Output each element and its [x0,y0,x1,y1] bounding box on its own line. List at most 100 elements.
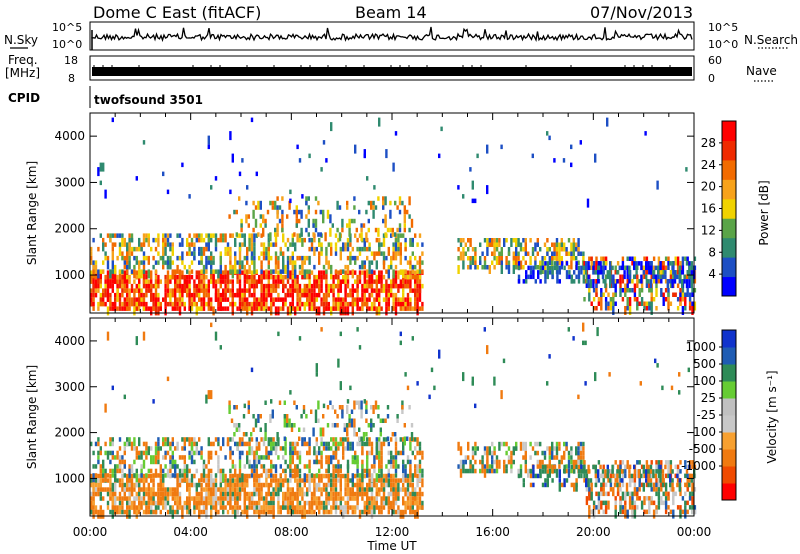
heatmap-cell [142,459,146,469]
heatmap-cell [394,232,397,237]
heatmap-cell [585,283,589,288]
heatmap-cell [116,478,119,483]
heatmap-cell [298,255,302,261]
heatmap-cell [382,260,386,270]
heatmap-cell [303,482,306,488]
heatmap-cell [140,260,143,265]
heatmap-cell [597,301,601,306]
heatmap-cell [599,270,602,275]
heatmap-cell [104,403,107,413]
heatmap-cell [159,500,162,506]
heatmap-cell [327,306,330,311]
heatmap-cell [648,505,651,515]
heatmap-cell [291,260,294,265]
heatmap-cell [392,487,395,492]
heatmap-cell [378,478,381,483]
heatmap-cell [498,459,501,469]
heatmap-cell [126,283,129,289]
heatmap-cell [298,455,302,465]
heatmap-cell [674,473,677,479]
heatmap-cell [656,363,659,368]
heatmap-cell [399,255,402,265]
heatmap-cell [265,274,268,280]
heatmap-cell [392,251,395,261]
heatmap-cell [678,478,681,483]
heatmap-cell [479,260,482,265]
heatmap-cell [363,473,366,479]
heatmap-cell [691,496,694,506]
heatmap-cell [270,464,273,469]
heatmap-cell [354,459,357,465]
heatmap-cell [394,242,398,252]
heatmap-cell [270,399,273,404]
heatmap-cell [202,464,206,469]
heatmap-cell [329,400,332,405]
heatmap-cell [219,255,222,265]
heatmap-cell [332,464,335,469]
heatmap-cell [332,450,335,456]
heatmap-cell [200,482,203,488]
heatmap-cell [380,274,383,284]
heatmap-cell [385,269,388,274]
heatmap-cell [234,478,237,483]
heatmap-cell [397,491,400,497]
heatmap-cell [337,496,340,501]
freq-bottom-tick: 8 [68,72,75,85]
heatmap-cell [102,297,105,302]
heatmap-cell [560,265,563,270]
heatmap-cell [248,288,251,293]
heatmap-cell [279,270,282,280]
heatmap-cell [188,482,191,488]
heatmap-cell [373,455,376,465]
heatmap-cell [295,223,298,228]
heatmap-cell [277,478,280,483]
heatmap-cell [234,242,237,247]
heatmap-cell [348,218,351,228]
heatmap-cell [327,446,330,451]
heatmap-cell [243,464,246,469]
heatmap-cell [123,274,126,280]
heatmap-cell [243,500,246,506]
heatmap-cell [126,487,129,492]
heatmap-cell [140,473,143,478]
colorbar-segment [722,218,736,239]
heatmap-cell [611,274,614,280]
heatmap-cell [270,283,273,289]
heatmap-cell [664,297,668,302]
heatmap-cell [193,482,196,488]
heatmap-cell [519,247,523,252]
heatmap-cell [397,251,400,256]
heatmap-cell [260,260,263,265]
heatmap-cell [368,297,371,302]
heatmap-cell [157,237,160,247]
heatmap-cell [286,237,290,243]
heatmap-cell [99,464,102,469]
heatmap-cell [519,242,523,247]
heatmap-cell [178,297,182,302]
heatmap-cell [94,292,98,298]
heatmap-cell [270,274,273,280]
heatmap-cell [248,505,251,510]
heatmap-cell [459,468,463,478]
heatmap-cell [128,509,131,519]
heatmap-cell [253,487,256,492]
heatmap-cell [147,269,150,279]
heatmap-cell [154,283,158,289]
heatmap-cell [222,500,225,506]
heatmap-cell [224,505,227,510]
heatmap-cell [570,251,573,256]
heatmap-cell [229,505,232,510]
heatmap-cell [250,505,254,510]
heatmap-cell [145,441,148,451]
heatmap-cell [205,292,208,298]
heatmap-cell [210,491,213,497]
heatmap-cell [176,288,179,293]
heatmap-cell [258,301,261,307]
heatmap-cell [250,437,254,442]
heatmap-cell [541,469,545,474]
heatmap-cell [318,292,321,298]
heatmap-cell [390,500,393,510]
heatmap-cell [284,500,287,506]
heatmap-cell [224,246,227,252]
heatmap-cell [286,423,289,428]
